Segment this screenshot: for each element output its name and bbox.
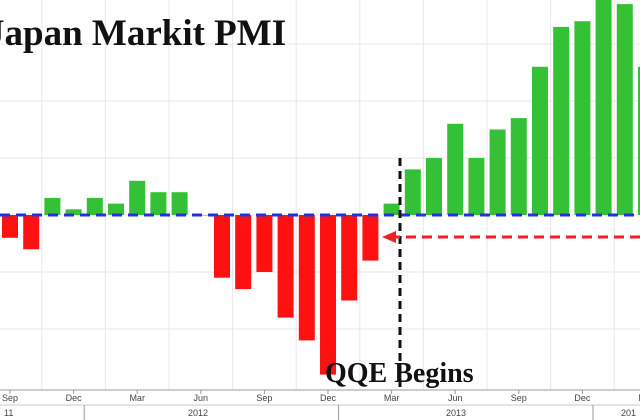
chart-title: Japan Markit PMI [0,13,287,54]
bar-negative [320,215,336,375]
bar-positive [65,209,82,215]
x-tick-label: Dec [574,393,591,403]
x-tick-label: Dec [320,393,337,403]
bar-positive [574,21,591,216]
bars [2,0,640,375]
bar-positive [532,66,548,215]
x-tick-label: Dec [66,393,83,403]
annotations [382,158,640,390]
x-tick-label: Jun [448,393,463,403]
x-tick-label: Jun [194,393,209,403]
x-tick-label: Mar [129,393,145,403]
bar-positive [44,197,61,215]
bar-negative [362,215,379,261]
x-year-label: 11 [4,408,13,418]
bar-positive [595,0,612,215]
arrow-head-icon [382,231,396,243]
bar-positive [447,123,464,215]
bar-positive [426,158,442,215]
bar-negative [298,215,315,341]
bar-positive [86,197,103,215]
x-tick-label: Sep [511,393,527,403]
bar-positive [108,203,124,215]
bar-positive [510,118,527,215]
bar-positive [383,203,400,215]
bar-positive [553,26,570,216]
bar-positive [638,66,640,215]
bar-negative [2,215,18,238]
x-axis: Sep Dec Mar Jun Sep Dec Mar Jun Sep Dec Mar 11 2012 2… [0,389,640,420]
bar-positive [489,129,506,215]
x-year-label: 2013 [446,408,466,418]
bar-positive [616,4,633,215]
bar-positive [129,180,146,215]
x-tick-label: Sep [256,393,272,403]
qqe-begins-label: QQE Begins [325,358,474,389]
x-tick-label: Mar [384,393,400,403]
bar-positive [150,192,167,215]
bar-negative [235,215,252,290]
bar-negative [341,215,358,301]
x-year-label: 2012 [188,408,208,418]
bar-positive [171,192,188,215]
x-year-label: 201 [621,408,636,418]
bar-negative [256,215,273,272]
x-tick-label: Mar [638,393,640,403]
bar-positive [404,169,421,215]
bar-positive [468,158,485,215]
bar-negative [23,215,40,250]
x-tick-label: Sep [2,393,18,403]
bar-negative [214,215,230,278]
bar-negative [277,215,294,318]
